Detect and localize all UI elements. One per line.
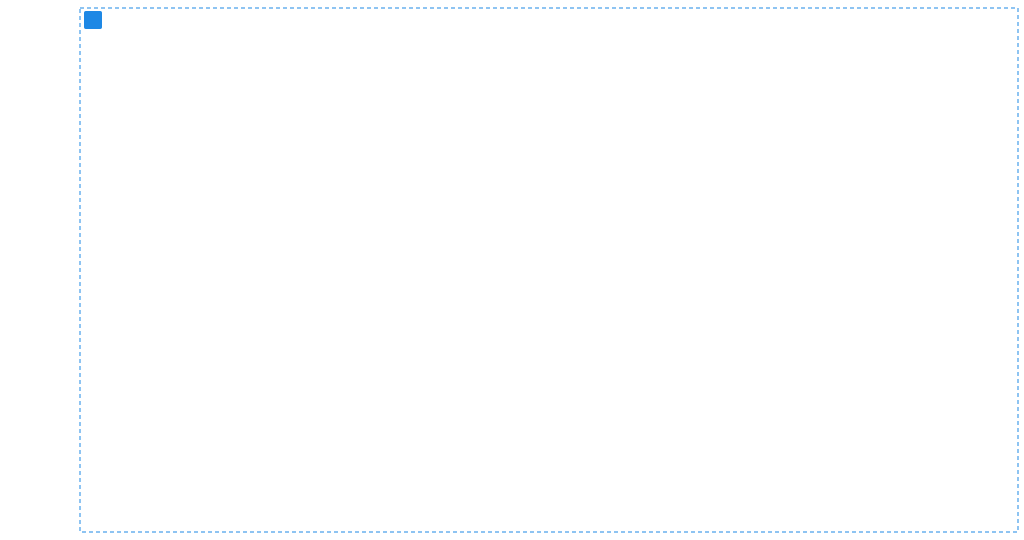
region-badge bbox=[84, 11, 102, 29]
aws-region-box bbox=[80, 8, 1018, 532]
architecture-diagram bbox=[0, 0, 1024, 540]
